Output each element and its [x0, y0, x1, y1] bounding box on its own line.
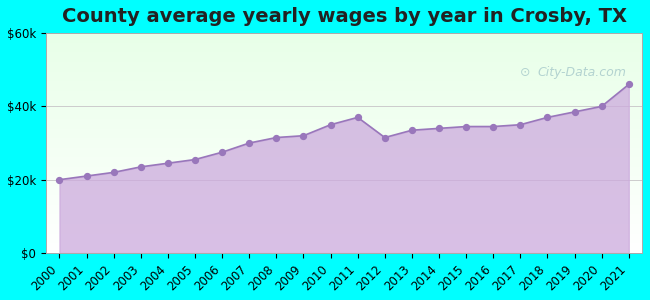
- Point: [271, 135, 281, 140]
- Point: [109, 170, 119, 175]
- Point: [54, 177, 64, 182]
- Point: [569, 110, 580, 114]
- Text: City-Data.com: City-Data.com: [538, 66, 627, 79]
- Point: [326, 122, 336, 127]
- Point: [407, 128, 417, 133]
- Point: [244, 141, 254, 146]
- Point: [380, 135, 390, 140]
- Point: [461, 124, 471, 129]
- Point: [81, 174, 92, 178]
- Point: [515, 122, 526, 127]
- Point: [542, 115, 552, 120]
- Point: [623, 82, 634, 87]
- Point: [597, 104, 607, 109]
- Point: [162, 161, 173, 166]
- Point: [136, 164, 146, 169]
- Text: ⊙: ⊙: [520, 66, 530, 79]
- Point: [190, 157, 200, 162]
- Point: [434, 126, 444, 131]
- Point: [352, 115, 363, 120]
- Title: County average yearly wages by year in Crosby, TX: County average yearly wages by year in C…: [62, 7, 627, 26]
- Point: [217, 150, 228, 154]
- Point: [298, 133, 309, 138]
- Point: [488, 124, 499, 129]
